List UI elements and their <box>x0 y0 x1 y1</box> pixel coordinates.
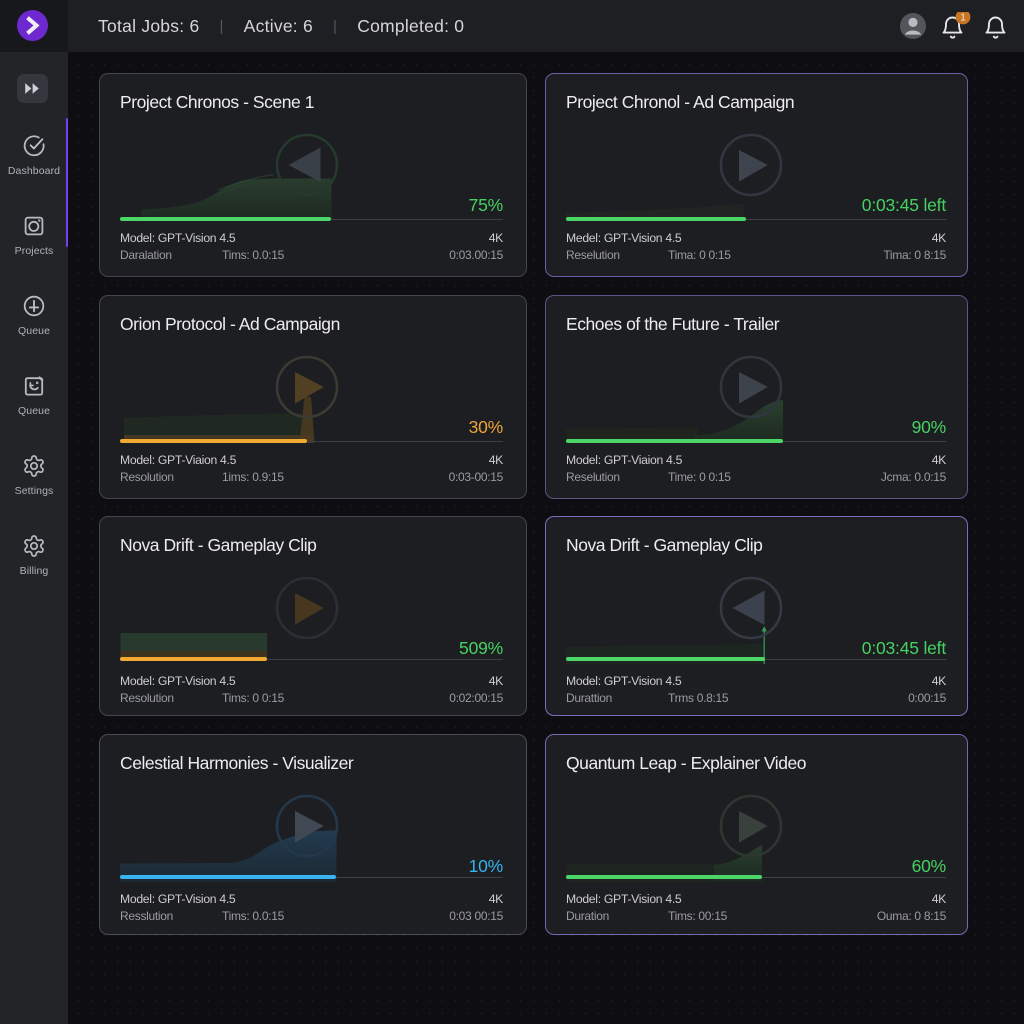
svg-text:1: 1 <box>960 12 966 23</box>
